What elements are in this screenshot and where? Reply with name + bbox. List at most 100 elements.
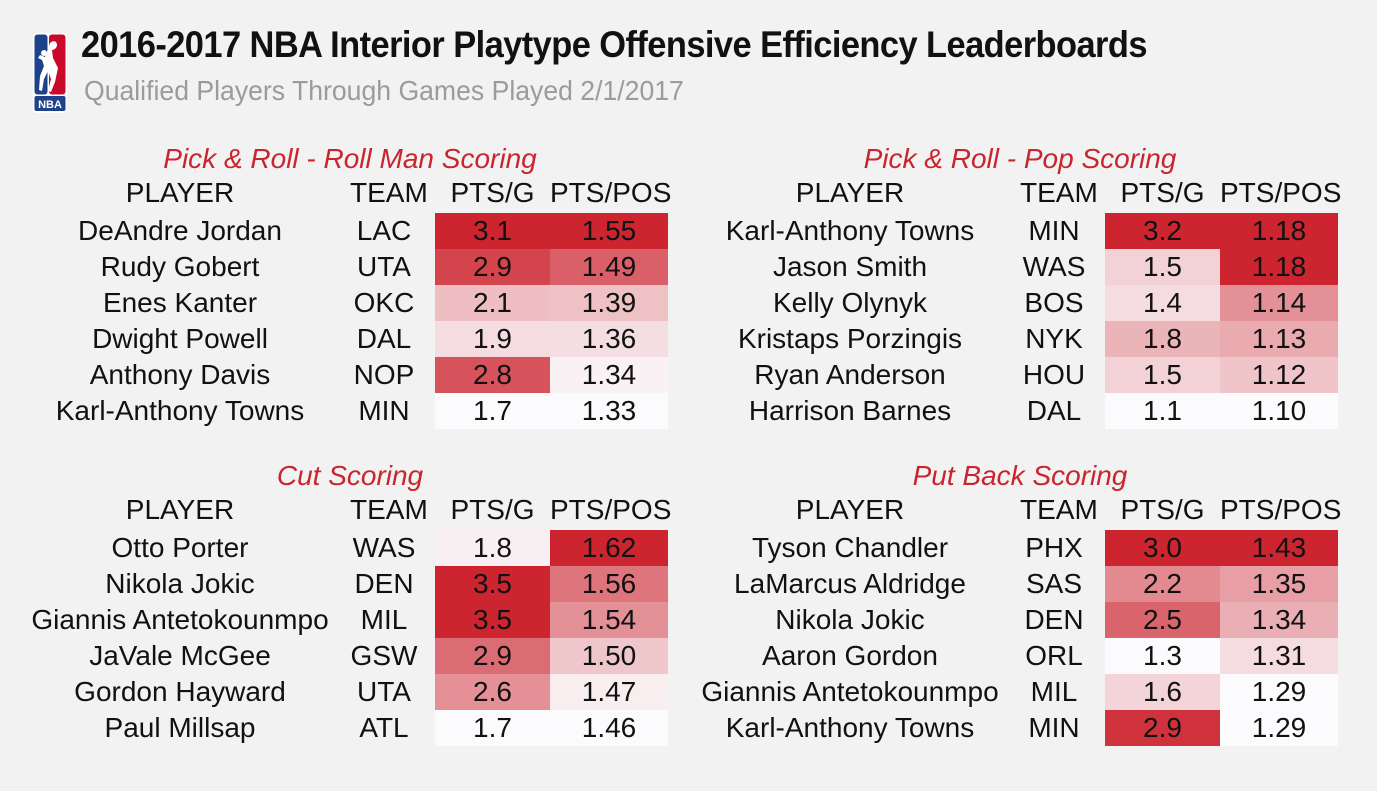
pts-per-game-cell: 3.1: [435, 213, 550, 249]
pts-per-game-cell: 2.9: [1105, 710, 1220, 746]
pts-per-game-cell: 1.7: [435, 710, 550, 746]
team-code: MIN: [1028, 215, 1080, 246]
player-name: Kristaps Porzingis: [737, 323, 963, 354]
pts-per-game-cell: 1.9: [435, 321, 550, 357]
team-code: WAS: [1022, 251, 1086, 282]
team-code: SAS: [1025, 568, 1083, 599]
team-code: UTA: [357, 251, 411, 282]
page-title: 2016-2017 NBA Interior Playtype Offensiv…: [81, 24, 1147, 65]
pts-per-possession-cell: 1.46: [550, 710, 668, 746]
team-code: GSW: [350, 640, 418, 671]
pts-per-game-cell: 3.2: [1105, 213, 1220, 249]
pts-per-possession-cell: 1.31: [1220, 638, 1338, 674]
pts-per-game-cell: 2.1: [435, 285, 550, 321]
leaderboard-table: Cut Scoring PLAYER TEAM PTS/G PTS/POS Otto Po…: [20, 460, 680, 750]
column-header: PLAYER: [795, 494, 905, 525]
pts-per-possession-cell: 1.18: [1220, 249, 1338, 285]
pts-per-game-cell: 3.5: [435, 602, 550, 638]
pts-per-possession-cell: 1.12: [1220, 357, 1338, 393]
leaderboard-title: Cut Scoring: [276, 460, 424, 491]
team-code: PHX: [1025, 532, 1083, 563]
nba-logo-icon: NBA: [33, 33, 67, 113]
team-code: OKC: [353, 287, 415, 318]
pts-per-game-cell: 1.3: [1105, 638, 1220, 674]
column-header: PTS/POS: [1220, 177, 1342, 208]
pts-per-possession-cell: 1.34: [550, 357, 668, 393]
leaderboard-table: Pick & Roll - Roll Man Scoring PLAYER TEAM…: [20, 143, 680, 433]
player-name: Anthony Davis: [89, 359, 271, 390]
pts-per-possession-cell: 1.29: [1220, 710, 1338, 746]
column-header: PTS/POS: [550, 177, 672, 208]
column-header: PTS/G: [450, 177, 535, 208]
team-code: DEN: [354, 568, 414, 599]
team-code: LAC: [356, 215, 412, 246]
column-header: TEAM: [350, 177, 428, 208]
pts-per-game-cell: 1.8: [435, 530, 550, 566]
team-code: NYK: [1025, 323, 1083, 354]
player-name: Kelly Olynyk: [772, 287, 928, 318]
leaderboard-title: Pick & Roll - Pop Scoring: [863, 143, 1177, 174]
player-name: Dwight Powell: [92, 323, 268, 354]
pts-per-game-cell: 1.6: [1105, 674, 1220, 710]
pts-per-possession-cell: 1.14: [1220, 285, 1338, 321]
team-code: UTA: [357, 676, 411, 707]
pts-per-game-cell: 1.1: [1105, 393, 1220, 429]
player-name: JaVale McGee: [89, 640, 271, 671]
team-code: DEN: [1024, 604, 1084, 635]
pts-per-possession-cell: 1.36: [550, 321, 668, 357]
column-header: PLAYER: [125, 494, 235, 525]
player-name: Giannis Antetokounmpo: [701, 676, 999, 707]
pts-per-game-cell: 2.6: [435, 674, 550, 710]
pts-per-possession-cell: 1.35: [1220, 566, 1338, 602]
player-name: Rudy Gobert: [100, 251, 260, 282]
pts-per-game-cell: 1.5: [1105, 357, 1220, 393]
pts-per-possession-cell: 1.50: [550, 638, 668, 674]
team-code: NOP: [353, 359, 415, 390]
player-name: Giannis Antetokounmpo: [31, 604, 329, 635]
pts-per-game-cell: 2.9: [435, 249, 550, 285]
player-name: Aaron Gordon: [762, 640, 938, 671]
team-code: DAL: [1026, 395, 1082, 426]
player-name: Karl-Anthony Towns: [725, 712, 975, 743]
player-name: Karl-Anthony Towns: [55, 395, 305, 426]
pts-per-possession-cell: 1.39: [550, 285, 668, 321]
pts-per-possession-cell: 1.34: [1220, 602, 1338, 638]
player-name: Harrison Barnes: [748, 395, 952, 426]
pts-per-game-cell: 3.0: [1105, 530, 1220, 566]
column-header: PTS/G: [1120, 177, 1205, 208]
pts-per-game-cell: 3.5: [435, 566, 550, 602]
pts-per-game-cell: 2.2: [1105, 566, 1220, 602]
column-header: PTS/POS: [1220, 494, 1342, 525]
pts-per-possession-cell: 1.18: [1220, 213, 1338, 249]
team-code: MIL: [360, 604, 408, 635]
team-code: HOU: [1022, 359, 1086, 390]
team-code: ORL: [1025, 640, 1083, 671]
player-name: Ryan Anderson: [754, 359, 946, 390]
player-name: Jason Smith: [772, 251, 928, 282]
pts-per-game-cell: 2.8: [435, 357, 550, 393]
column-header: PTS/POS: [550, 494, 672, 525]
pts-per-game-cell: 2.5: [1105, 602, 1220, 638]
player-name: Nikola Jokic: [775, 604, 925, 635]
nba-logo-text: NBA: [38, 99, 62, 111]
player-name: DeAndre Jordan: [78, 215, 282, 246]
leaderboard-title: Pick & Roll - Roll Man Scoring: [163, 143, 537, 174]
team-code: MIL: [1030, 676, 1078, 707]
leaderboard-title: Put Back Scoring: [912, 460, 1128, 491]
player-name: Karl-Anthony Towns: [725, 215, 975, 246]
pts-per-game-cell: 2.9: [435, 638, 550, 674]
pts-per-game-cell: 1.4: [1105, 285, 1220, 321]
leaderboard-table: Pick & Roll - Pop Scoring PLAYER TEAM PTS/G…: [690, 143, 1350, 433]
pts-per-game-cell: 1.8: [1105, 321, 1220, 357]
pts-per-possession-cell: 1.54: [550, 602, 668, 638]
pts-per-possession-cell: 1.49: [550, 249, 668, 285]
pts-per-possession-cell: 1.13: [1220, 321, 1338, 357]
pts-per-possession-cell: 1.56: [550, 566, 668, 602]
column-header: TEAM: [1020, 494, 1098, 525]
team-code: MIN: [358, 395, 410, 426]
pts-per-game-cell: 1.5: [1105, 249, 1220, 285]
column-header: TEAM: [1020, 177, 1098, 208]
pts-per-possession-cell: 1.10: [1220, 393, 1338, 429]
team-code: DAL: [356, 323, 412, 354]
pts-per-possession-cell: 1.33: [550, 393, 668, 429]
